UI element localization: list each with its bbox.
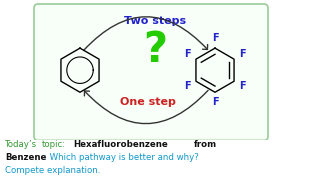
Text: Compete explanation.: Compete explanation. (5, 166, 100, 175)
Text: ?: ? (143, 29, 167, 71)
Text: One step: One step (120, 97, 176, 107)
Text: Hexafluorobenzene: Hexafluorobenzene (73, 140, 168, 149)
Text: F: F (212, 33, 218, 43)
Text: Today’s: Today’s (5, 140, 37, 149)
Text: Two steps: Two steps (124, 16, 186, 26)
Text: Benzene: Benzene (5, 153, 46, 162)
Text: F: F (212, 97, 218, 107)
FancyBboxPatch shape (34, 4, 268, 140)
Text: : Which pathway is better and why?: : Which pathway is better and why? (44, 153, 199, 162)
Text: F: F (239, 81, 246, 91)
Text: topic:: topic: (42, 140, 66, 149)
Text: F: F (184, 81, 191, 91)
Text: F: F (184, 49, 191, 59)
Text: F: F (239, 49, 246, 59)
Text: from: from (194, 140, 217, 149)
